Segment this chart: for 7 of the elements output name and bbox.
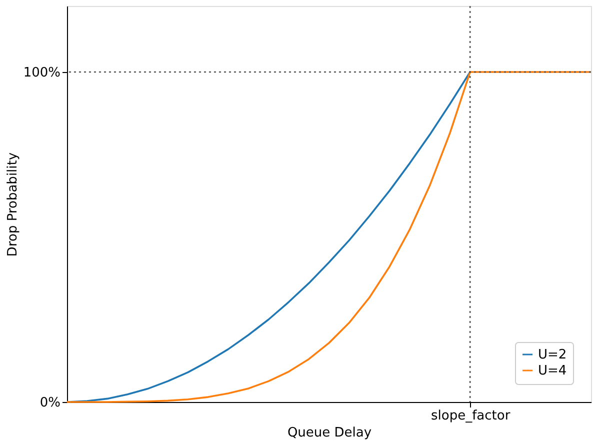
y-tick-label: 0% xyxy=(40,396,60,410)
legend-label: U=2 xyxy=(538,348,567,362)
x-axis-title: Queue Delay xyxy=(287,426,372,440)
y-tick-label: 100% xyxy=(23,66,60,80)
legend-label: U=4 xyxy=(538,364,567,378)
x-tick-label: slope_factor xyxy=(430,408,511,424)
y-axis-title: Drop Probability xyxy=(5,152,20,257)
